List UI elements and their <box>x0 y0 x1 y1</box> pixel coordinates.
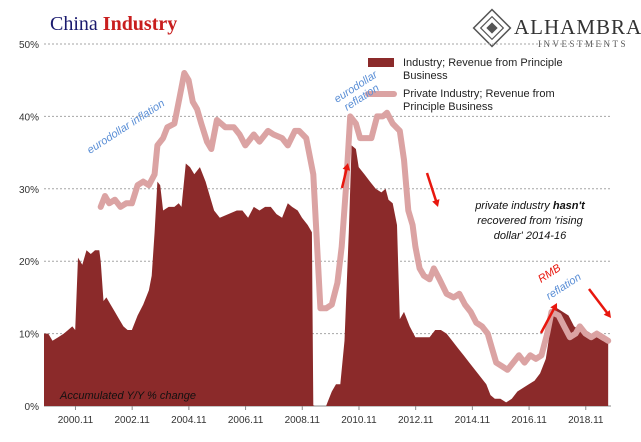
title-part-industry: Industry <box>103 13 177 35</box>
note-line-1: private industry hasn't <box>474 200 586 212</box>
legend: Industry; Revenue from Principle Busines… <box>365 57 563 113</box>
x-tick-label: 2002.11 <box>114 415 150 426</box>
legend-label-industry-line2: Business <box>403 70 448 82</box>
title-part-china: China <box>50 13 98 35</box>
x-tick-label: 2008.11 <box>285 415 321 426</box>
legend-swatch-industry <box>368 58 394 67</box>
arrow-down-2018-icon <box>588 288 611 318</box>
logo-sub: INVESTMENTS <box>538 39 628 49</box>
x-tick-label: 2006.11 <box>228 415 264 426</box>
legend-label-industry-line1: Industry; Revenue from Principle <box>403 57 563 69</box>
series-private-line <box>97 70 612 373</box>
x-tick-label: 2014.11 <box>455 415 491 426</box>
y-tick-label: 0% <box>25 402 40 413</box>
annotation-arrows <box>340 163 611 334</box>
chart-title: China Industry <box>50 13 177 35</box>
x-axis-ticks: 2000.11 2002.11 2004.11 2006.11 2008.11 2010.… <box>58 406 604 426</box>
note-line-3: dollar' 2014-16 <box>494 230 567 242</box>
y-tick-label: 20% <box>19 257 39 268</box>
y-tick-label: 50% <box>19 40 39 51</box>
y-tick-label: 40% <box>19 112 39 123</box>
arrow-up-eurodollar-reflation-icon <box>340 163 351 189</box>
arrow-up-rmb-reflation-icon <box>539 303 558 334</box>
note-line-2: recovered from 'rising <box>477 215 583 227</box>
y-tick-label: 30% <box>19 185 39 196</box>
x-tick-label: 2004.11 <box>171 415 207 426</box>
x-tick-label: 2010.11 <box>341 415 377 426</box>
x-tick-label: 2000.11 <box>58 415 94 426</box>
alhambra-logo: ALHAMBRA INVESTMENTS <box>472 8 641 49</box>
annotation-private-industry-note: private industry hasn't recovered from '… <box>474 200 586 242</box>
logo-name: ALHAMBRA <box>514 15 641 39</box>
legend-label-private-line1: Private Industry; Revenue from <box>403 88 555 100</box>
alhambra-logo-icon <box>472 8 512 48</box>
x-tick-label: 2012.11 <box>398 415 434 426</box>
y-tick-label: 10% <box>19 330 39 341</box>
footnote-accumulated: Accumulated Y/Y % change <box>59 390 196 402</box>
x-tick-label: 2016.11 <box>511 415 547 426</box>
series-industry-area <box>44 145 609 406</box>
arrow-down-2011-icon <box>425 172 440 207</box>
y-axis-ticks: 0% 10% 20% 30% 40% 50% <box>19 40 39 413</box>
x-tick-label: 2018.11 <box>568 415 604 426</box>
legend-label-private-line2: Principle Business <box>403 101 493 113</box>
